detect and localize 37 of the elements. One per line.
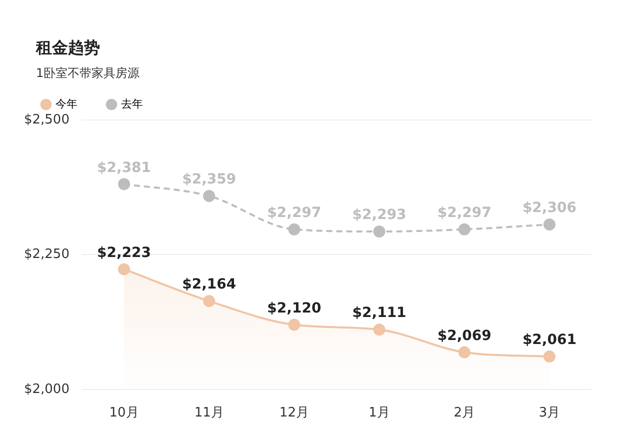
x-tick-label: 11月 [194, 406, 224, 421]
point [543, 350, 556, 363]
data-label: $2,061 [522, 332, 576, 348]
point [203, 190, 216, 202]
chart-subtitle: 1卧室不带家具房源 [36, 65, 140, 82]
data-label: $2,381 [97, 160, 152, 176]
data-label: $2,111 [352, 305, 406, 322]
legend-label: 去年 [121, 97, 143, 110]
point [288, 318, 300, 331]
point [458, 223, 470, 236]
data-label: $2,293 [352, 207, 406, 224]
x-tick-label: 1月 [368, 406, 390, 421]
x-tick-label: 10月 [109, 406, 139, 421]
point [118, 178, 130, 190]
point [458, 346, 470, 358]
y-tick-label: $2,250 [24, 247, 70, 262]
x-tick-label: 12月 [279, 406, 309, 421]
data-label: $2,359 [182, 172, 236, 188]
point [118, 263, 130, 276]
data-label: $2,306 [522, 200, 576, 216]
legend-label: 今年 [56, 97, 78, 110]
data-label: $2,223 [97, 244, 152, 261]
data-label: $2,297 [267, 205, 322, 222]
point [203, 295, 216, 308]
point [373, 324, 386, 336]
data-label: $2,120 [267, 300, 322, 316]
y-tick-label: $2,000 [24, 382, 70, 397]
x-tick-label: 3月 [538, 406, 560, 421]
point [543, 218, 556, 231]
x-tick-label: 2月 [454, 406, 476, 421]
data-label: $2,297 [437, 205, 492, 222]
point [373, 226, 386, 238]
y-tick-label: $2,500 [24, 112, 70, 128]
chart-title: 租金趋势 [34, 37, 101, 59]
data-label: $2,069 [437, 328, 492, 344]
point [288, 223, 300, 236]
data-label: $2,164 [182, 276, 236, 293]
